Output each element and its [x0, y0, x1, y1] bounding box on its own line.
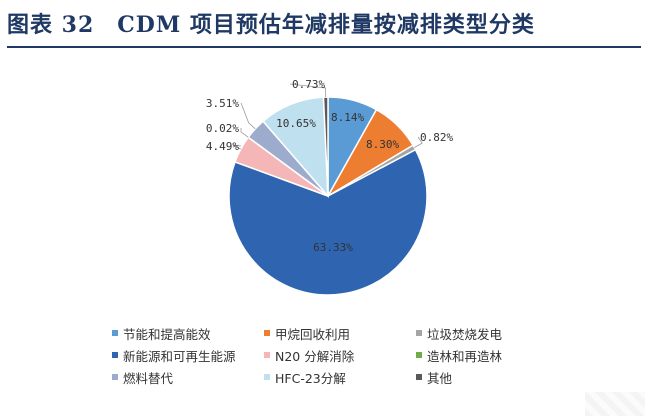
legend-label: N20 分解消除: [275, 348, 355, 364]
legend-label: 节能和提高能效: [123, 326, 211, 342]
data-label-7: 3.51%: [206, 97, 239, 110]
legend-item: 其他: [416, 369, 542, 386]
data-label-9: 0.73%: [292, 78, 325, 91]
legend-item: 甲烷回收利用: [264, 325, 416, 342]
legend-item: HFC-23分解: [264, 369, 416, 386]
legend-swatch: [416, 352, 422, 358]
watermark: [585, 392, 645, 416]
legend-label: 垃圾焚烧发电: [427, 326, 503, 342]
legend-swatch: [112, 352, 118, 358]
legend-item: 新能源和可再生能源: [112, 347, 264, 364]
pie-slices: [228, 96, 428, 296]
legend-swatch: [416, 330, 422, 336]
data-label-3: 0.82%: [420, 131, 453, 144]
leader-line-6: [240, 127, 249, 138]
legend-label: 其他: [427, 370, 453, 386]
chart-legend: 节能和提高能效 甲烷回收利用 垃圾焚烧发电新能源和可再生能源 N20 分解消除 造林和再…: [112, 325, 542, 386]
title-divider: [7, 46, 641, 48]
data-label-8: 10.65%: [276, 117, 316, 130]
legend-item: N20 分解消除: [264, 347, 416, 364]
legend-label: 甲烷回收利用: [275, 326, 351, 342]
pie-slice-4: [228, 148, 428, 296]
legend-swatch: [264, 330, 270, 336]
data-label-6: 0.02%: [206, 122, 239, 135]
data-label-2: 8.30%: [366, 138, 399, 151]
legend-label: HFC-23分解: [275, 370, 346, 386]
legend-swatch: [112, 374, 118, 380]
legend-label: 燃料替代: [123, 370, 174, 386]
legend-label: 新能源和可再生能源: [123, 348, 236, 364]
legend-swatch: [264, 352, 270, 358]
leader-line-9: [289, 83, 327, 98]
data-label-4: 63.33%: [313, 241, 353, 254]
data-label-1: 8.14%: [331, 111, 364, 124]
legend-item: 节能和提高能效: [112, 325, 264, 342]
legend-item: 燃料替代: [112, 369, 264, 386]
legend-label: 造林和再造林: [427, 348, 503, 364]
legend-item: 造林和再造林: [416, 347, 542, 364]
leader-lines: [232, 83, 423, 150]
legend-swatch: [264, 374, 270, 380]
leader-line-5: [232, 144, 242, 150]
page-title: 图表 32 CDM 项目预估年减排量按减排类型分类: [7, 12, 535, 38]
data-labels: 8.14% 8.30% 0.82% 63.33% 4.49% 0.02% 3.51% 10.6…: [206, 78, 454, 254]
leader-line-3: [414, 136, 423, 148]
legend-swatch: [112, 330, 118, 336]
leader-line-7: [240, 102, 256, 130]
data-label-5: 4.49%: [206, 140, 239, 153]
legend-swatch: [416, 374, 422, 380]
legend-item: 垃圾焚烧发电: [416, 325, 542, 342]
